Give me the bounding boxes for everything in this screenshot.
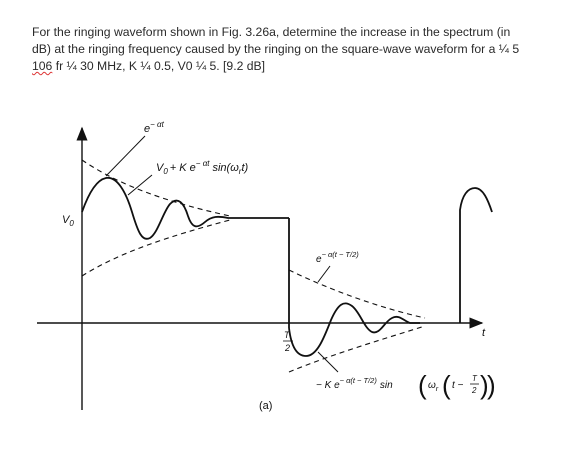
- envelope-upper-decay: [81, 159, 231, 217]
- paren-close-outer: ): [487, 370, 496, 400]
- label-v0: V0: [62, 214, 74, 228]
- spellcheck-flagged-number: 106: [32, 59, 53, 73]
- leader-bottom: [317, 351, 339, 373]
- paren-close-inner: ): [480, 370, 489, 400]
- label-bottom-t: t −: [452, 380, 464, 391]
- leader-envelope-top: [105, 135, 146, 177]
- paren-open-inner: (: [442, 370, 451, 400]
- label-bottom-omega: ωr: [428, 380, 439, 393]
- leader-envelope-mid: [317, 265, 331, 283]
- envelope-lower-second: [288, 325, 426, 373]
- figure-caption: (a): [259, 400, 272, 412]
- leader-signal-main: [127, 174, 153, 196]
- label-envelope-mid: e− α(t − T/2): [316, 250, 359, 265]
- waveform-rising-edge: [459, 187, 493, 323]
- label-bottom-formula: − K e− α(t − T/2) sin: [316, 376, 393, 391]
- waveform-high-ringing: [81, 177, 289, 240]
- envelope-upper-second: [288, 269, 426, 319]
- problem-line-2: dB) at the ringing frequency caused by t…: [32, 42, 520, 56]
- problem-statement: For the ringing waveform shown in Fig. 3…: [32, 24, 562, 75]
- envelope-lower-rise: [81, 219, 231, 277]
- problem-line-3: 106 fr ¼ 30 MHz, K ¼ 0.5, V0 ¼ 5. [9.2 d…: [32, 58, 562, 75]
- label-t-axis: t: [482, 327, 486, 339]
- label-bottom-frac-num: T: [472, 374, 478, 383]
- problem-line-1: For the ringing waveform shown in Fig. 3…: [32, 25, 511, 39]
- problem-line-3-rest: fr ¼ 30 MHz, K ¼ 0.5, V0 ¼ 5. [9.2 dB]: [52, 59, 266, 73]
- label-envelope-top: e− αt: [144, 120, 165, 135]
- label-t-half-num: T: [284, 330, 291, 340]
- waveform-low-ringing: [288, 302, 420, 357]
- label-signal: V0 + K e− αt sin(ωrt): [156, 159, 249, 176]
- label-t-half-den: 2: [284, 343, 290, 353]
- label-bottom-frac-den: 2: [471, 386, 477, 395]
- paren-open-outer: (: [418, 370, 427, 400]
